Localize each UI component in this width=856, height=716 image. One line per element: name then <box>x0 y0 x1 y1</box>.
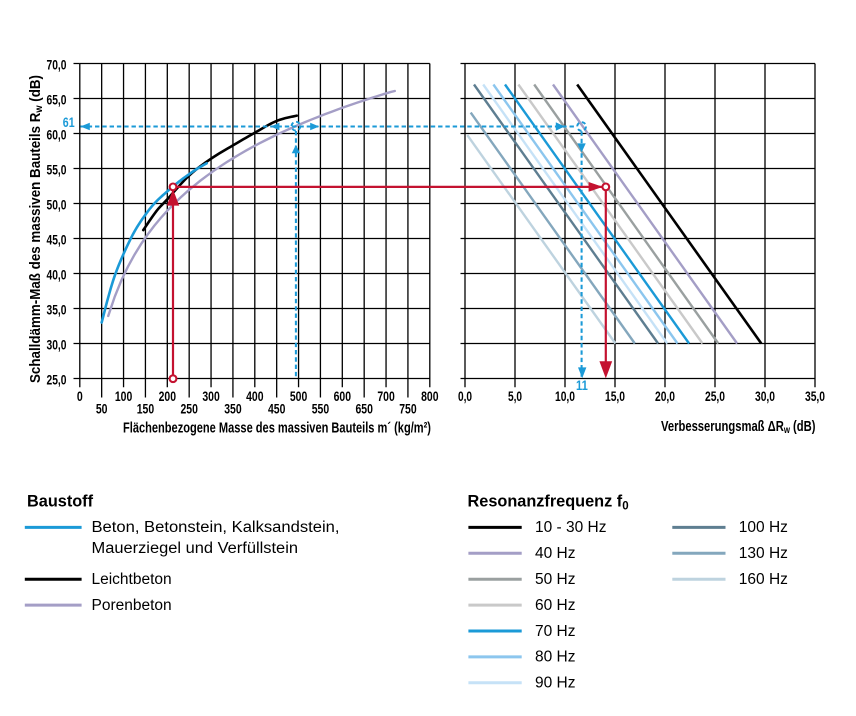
svg-text:Beton, Betonstein, Kalksandste: Beton, Betonstein, Kalksandstein, <box>92 519 340 536</box>
svg-text:11: 11 <box>576 378 588 393</box>
svg-text:15,0: 15,0 <box>605 389 625 404</box>
svg-text:700: 700 <box>377 389 394 404</box>
svg-text:300: 300 <box>202 389 219 404</box>
svg-text:250: 250 <box>180 402 197 417</box>
svg-text:70 Hz: 70 Hz <box>535 623 576 640</box>
svg-text:0,0: 0,0 <box>458 389 472 404</box>
svg-text:Flächenbezogene Masse des mass: Flächenbezogene Masse des massiven Baute… <box>123 420 431 437</box>
svg-text:Verbesserungsmaß ΔRw (dB): Verbesserungsmaß ΔRw (dB) <box>661 418 816 436</box>
svg-text:650: 650 <box>355 402 372 417</box>
svg-text:40 Hz: 40 Hz <box>535 545 576 562</box>
svg-text:45,0: 45,0 <box>47 233 67 248</box>
svg-text:60,0: 60,0 <box>47 128 67 143</box>
svg-text:60 Hz: 60 Hz <box>535 597 576 614</box>
svg-text:61: 61 <box>63 115 75 130</box>
svg-text:65,0: 65,0 <box>47 93 67 108</box>
svg-text:30,0: 30,0 <box>47 338 67 353</box>
svg-text:25,0: 25,0 <box>705 389 725 404</box>
svg-text:5,0: 5,0 <box>508 389 522 404</box>
svg-text:450: 450 <box>268 402 285 417</box>
svg-text:Resonanzfrequenz f0: Resonanzfrequenz f0 <box>468 493 629 512</box>
svg-text:350: 350 <box>224 402 241 417</box>
svg-text:Baustoff: Baustoff <box>27 493 94 511</box>
svg-text:35,0: 35,0 <box>47 303 67 318</box>
svg-text:500: 500 <box>290 389 307 404</box>
svg-text:130 Hz: 130 Hz <box>739 545 788 562</box>
svg-text:Schalldämm-Maß des massiven Ba: Schalldämm-Maß des massiven Bauteils Rw … <box>28 75 45 383</box>
svg-text:550: 550 <box>312 402 329 417</box>
svg-text:10,0: 10,0 <box>555 389 575 404</box>
svg-text:80 Hz: 80 Hz <box>535 649 576 666</box>
svg-text:600: 600 <box>334 389 351 404</box>
svg-text:100 Hz: 100 Hz <box>739 519 788 536</box>
svg-text:50: 50 <box>96 402 108 417</box>
svg-text:40,0: 40,0 <box>47 268 67 283</box>
svg-text:Leichtbeton: Leichtbeton <box>92 571 172 588</box>
svg-text:70,0: 70,0 <box>47 58 67 73</box>
svg-text:30,0: 30,0 <box>755 389 775 404</box>
svg-text:160 Hz: 160 Hz <box>739 571 788 588</box>
svg-text:50 Hz: 50 Hz <box>535 571 576 588</box>
svg-text:750: 750 <box>399 402 416 417</box>
svg-text:100: 100 <box>115 389 132 404</box>
svg-text:20,0: 20,0 <box>655 389 675 404</box>
svg-text:400: 400 <box>246 389 263 404</box>
svg-text:200: 200 <box>159 389 176 404</box>
svg-text:800: 800 <box>421 389 438 404</box>
svg-text:25,0: 25,0 <box>47 373 67 388</box>
svg-text:10 - 30 Hz: 10 - 30 Hz <box>535 519 607 536</box>
svg-text:150: 150 <box>137 402 154 417</box>
svg-text:50,0: 50,0 <box>47 198 67 213</box>
svg-text:55,0: 55,0 <box>47 163 67 178</box>
svg-text:Mauerziegel und Verfüllstein: Mauerziegel und Verfüllstein <box>92 540 299 557</box>
svg-text:90 Hz: 90 Hz <box>535 675 576 692</box>
svg-text:35,0: 35,0 <box>805 389 825 404</box>
svg-text:Porenbeton: Porenbeton <box>92 597 172 614</box>
svg-text:0: 0 <box>77 389 83 404</box>
